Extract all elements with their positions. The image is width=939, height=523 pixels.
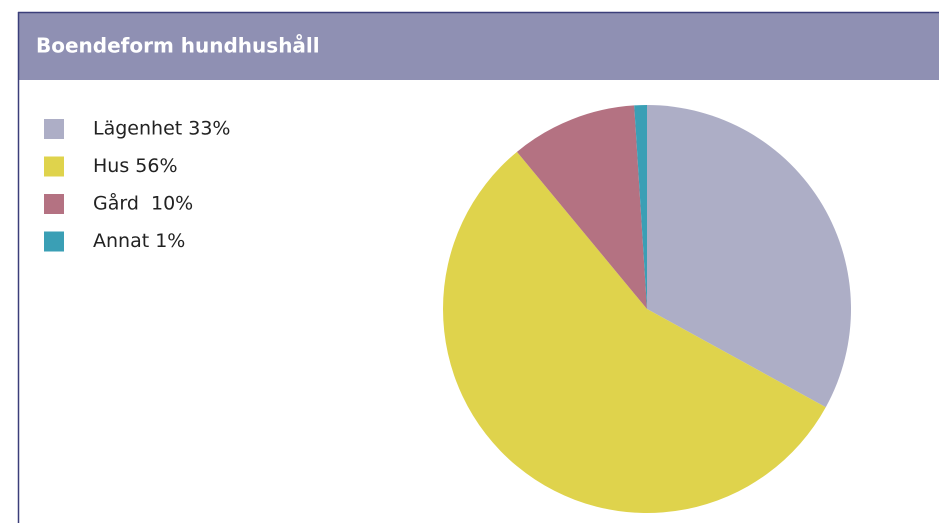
legend-swatch: [44, 156, 64, 177]
legend-swatch: [44, 119, 64, 139]
pie-slice: [442, 151, 826, 513]
legend-label: Hus 56%: [93, 155, 178, 177]
pie-slice: [634, 105, 647, 309]
legend-swatch: [44, 231, 64, 252]
header-band: [18, 12, 939, 80]
legend-label: Lägenhet 33%: [93, 118, 230, 140]
legend-swatch: [44, 194, 64, 214]
pie-slice: [647, 105, 851, 408]
legend-label: Annat 1%: [93, 230, 185, 252]
chart-title: Boendeform hundhushåll: [36, 34, 320, 58]
legend-label: Gård 10%: [93, 192, 193, 215]
pie-slice: [516, 105, 647, 309]
